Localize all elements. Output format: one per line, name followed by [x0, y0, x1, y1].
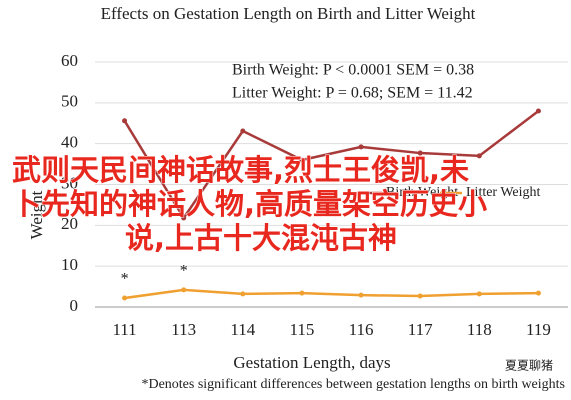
chart-title: Effects on Gestation Length on Birth and…: [101, 4, 476, 23]
series-line: [123, 110, 540, 221]
point: [476, 153, 482, 159]
x-axis-label: Gestation Length, days: [233, 353, 390, 372]
overlay-text: 说,上古十大混沌古神: [125, 221, 397, 255]
point: [358, 292, 364, 298]
x-tick-label: 111: [112, 320, 136, 339]
legend-label: Birth Weight: [386, 185, 458, 200]
x-tick-label: 115: [290, 320, 315, 339]
x-tick-label: 116: [349, 320, 374, 339]
overlay-text: 武则天民间神话故事,烈士王俊凯,未: [12, 153, 469, 187]
y-tick-label: 60: [61, 51, 78, 70]
y-tick-label: 10: [61, 255, 78, 274]
series-line: [124, 288, 539, 300]
point: [122, 295, 128, 301]
point: [299, 290, 305, 296]
point: [181, 215, 187, 221]
point: [240, 291, 246, 297]
y-tick-label: 20: [61, 214, 78, 233]
y-tick-label: 0: [70, 296, 79, 315]
point: [240, 128, 246, 134]
point: [476, 291, 482, 297]
legend-label: Litter Weight: [466, 185, 541, 200]
point: [122, 118, 128, 124]
annotation: Birth Weight: P < 0.0001 SEM = 0.38: [232, 62, 474, 79]
footnote: *Denotes significant differences between…: [141, 377, 565, 392]
point: [535, 108, 541, 114]
x-tick-label: 114: [230, 320, 255, 339]
point: [358, 144, 364, 150]
x-tick-label: 113: [171, 320, 196, 339]
significance-marker: *: [121, 271, 129, 288]
overlay-text: 卜先知的神话人物,高质量架空历史小: [12, 187, 487, 221]
y-axis-label: Weight: [27, 190, 46, 239]
x-tick-label: 118: [467, 320, 492, 339]
x-tick-label: 117: [408, 320, 433, 339]
point: [535, 290, 541, 296]
y-tick-label: 40: [61, 133, 78, 152]
point: [181, 287, 187, 293]
significance-marker: *: [180, 263, 188, 280]
y-tick-label: 30: [61, 173, 78, 192]
y-tick-label: 50: [61, 92, 78, 111]
point: [417, 150, 423, 156]
x-tick-label: 119: [526, 320, 551, 339]
point: [299, 157, 305, 163]
annotation: Litter Weight: P = 0.68; SEM = 11.42: [232, 85, 473, 102]
watermark: 夏夏聊猪: [505, 359, 553, 373]
point: [417, 293, 423, 299]
